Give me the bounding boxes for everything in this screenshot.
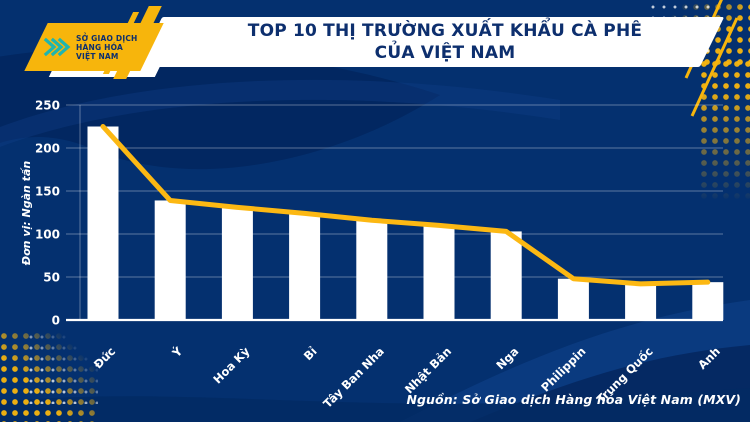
bar-Đức xyxy=(87,126,119,320)
source-credit: Nguồn: Sở Giao dịch Hàng hóa Việt Nam (M… xyxy=(406,392,741,407)
y-axis-title: Đơn vị: Ngàn tấn xyxy=(20,161,33,267)
wave-top-mid-light xyxy=(0,79,560,148)
y-tick-label-50: 50 xyxy=(43,271,60,285)
mxv-logo: SỞ GIAO DỊCH HÀNG HÓA VIỆT NAM xyxy=(24,23,164,71)
x-category-label-Đức: Đức xyxy=(91,344,118,371)
bar-Nhật Bản xyxy=(423,225,455,320)
x-category-label-Nhật Bản: Nhật Bản xyxy=(402,344,454,396)
x-category-label-Bỉ: Bỉ xyxy=(301,344,320,363)
y-tick-label-200: 200 xyxy=(35,142,60,156)
wave-bottom-band xyxy=(0,388,750,422)
bar-Philippin xyxy=(557,278,589,320)
bar-Hoa Kỳ xyxy=(221,207,253,320)
x-category-label-Nga: Nga xyxy=(493,344,521,372)
bar-Nga xyxy=(490,231,522,320)
y-tick-label-0: 0 xyxy=(52,314,60,328)
mxv-logo-text-line1: SỞ GIAO DỊCH xyxy=(76,33,138,43)
x-category-label-Tây Ban Nha: Tây Ban Nha xyxy=(320,344,387,411)
x-category-label-Anh: Anh xyxy=(695,344,723,372)
x-category-label-Ý: Ý xyxy=(168,343,186,361)
page-title: TOP 10 THỊ TRƯỜNG XUẤT KHẨU CÀ PHÊ CỦA V… xyxy=(180,20,710,64)
bar-Trung Quốc xyxy=(625,283,657,320)
page-title-line1: TOP 10 THỊ TRƯỜNG XUẤT KHẨU CÀ PHÊ xyxy=(247,21,643,41)
mxv-logo-text-line3: VIỆT NAM xyxy=(76,51,119,61)
y-tick-label-100: 100 xyxy=(35,228,60,242)
x-category-label-Philippin: Philippin xyxy=(538,344,588,394)
bar-Anh xyxy=(692,282,724,320)
bar-Tây Ban Nha xyxy=(356,220,388,320)
y-tick-label-250: 250 xyxy=(35,99,60,113)
mxv-logo-text: SỞ GIAO DỊCH HÀNG HÓA VIỆT NAM xyxy=(76,34,138,61)
x-category-label-Hoa Kỳ: Hoa Kỳ xyxy=(210,344,253,387)
page-title-line2: CỦA VIỆT NAM xyxy=(374,43,516,63)
bar-Ý xyxy=(154,200,186,320)
trend-line xyxy=(100,124,711,287)
y-tick-label-150: 150 xyxy=(35,185,60,199)
bar-Bỉ xyxy=(289,213,321,320)
mxv-logo-icon xyxy=(43,37,71,57)
mxv-logo-text-line2: HÀNG HÓA xyxy=(76,42,123,52)
